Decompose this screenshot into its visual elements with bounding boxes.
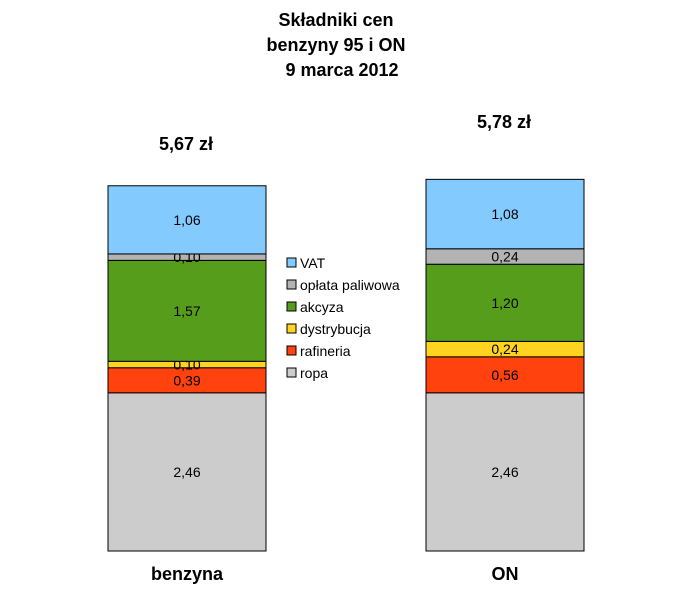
data-label-on-dystrybucja: 0,24	[491, 341, 518, 357]
legend-label-dystrybucja: dystrybucja	[300, 321, 371, 337]
bar-segment-benzyna-vat	[107, 185, 267, 255]
category-label-benzyna: benzyna	[151, 564, 224, 584]
legend-swatch-vat	[286, 257, 297, 268]
legend-label-oplata-paliwowa: opłata paliwowa	[300, 277, 400, 293]
legend-swatch-oplata-paliwowa	[286, 279, 297, 290]
legend-label-ropa: ropa	[300, 365, 328, 381]
chart-title: Składniki cen benzyny 95 i ON 9 marca 20…	[266, 10, 405, 80]
legend-swatch-rafineria	[286, 345, 297, 356]
bar-segment-benzyna-ropa	[107, 392, 267, 552]
bars-group: 2,460,390,101,570,101,065,67 złbenzyna2,…	[107, 112, 585, 584]
legend-swatch-dystrybucja	[286, 323, 297, 334]
bar-segment-on-akcyza	[425, 263, 585, 342]
data-label-benzyna-vat: 1,06	[173, 212, 200, 228]
data-label-benzyna-rafineria: 0,39	[173, 372, 200, 388]
bar-segment-benzyna-rafineria	[107, 367, 267, 394]
data-label-on-ropa: 2,46	[491, 464, 518, 480]
chart-title-line-1: Składniki cen	[278, 10, 393, 30]
data-label-on-oplata-paliwowa: 0,24	[491, 249, 518, 265]
chart-title-line-2: benzyny 95 i ON	[266, 35, 405, 55]
chart-title-line-3: 9 marca 2012	[285, 60, 398, 80]
data-label-on-rafineria: 0,56	[491, 367, 518, 383]
legend-swatch-ropa	[286, 367, 297, 378]
total-label-benzyna: 5,67 zł	[159, 134, 213, 154]
data-label-on-vat: 1,08	[491, 206, 518, 222]
legend: VAT opłata paliwowa akcyza dystrybucja rafin…	[286, 255, 400, 381]
legend-label-vat: VAT	[300, 255, 326, 271]
data-label-on-akcyza: 1,20	[491, 295, 518, 311]
bar-segment-on-vat	[425, 178, 585, 250]
data-label-benzyna-ropa: 2,46	[173, 464, 200, 480]
legend-swatch-akcyza	[286, 301, 297, 312]
legend-label-rafineria: rafineria	[300, 343, 351, 359]
bar-segment-benzyna-akcyza	[107, 259, 267, 362]
bar-segment-on-rafineria	[425, 356, 585, 394]
category-label-on: ON	[492, 564, 519, 584]
data-label-benzyna-akcyza: 1,57	[173, 303, 200, 319]
legend-label-akcyza: akcyza	[300, 299, 344, 315]
total-label-on: 5,78 zł	[477, 112, 531, 132]
